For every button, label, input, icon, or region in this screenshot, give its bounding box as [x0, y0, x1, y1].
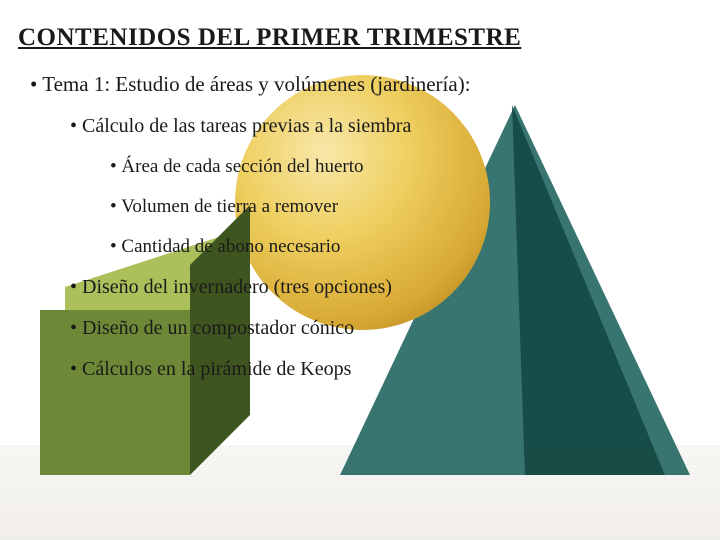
list-item: Diseño de un compostador cónico: [70, 317, 702, 340]
list-item: Volumen de tierra a remover: [110, 196, 702, 218]
list-item: Cálculo de las tareas previas a la siemb…: [70, 115, 702, 138]
slide-content: CONTENIDOS DEL PRIMER TRIMESTRE Tema 1: …: [0, 0, 720, 381]
list-item: Área de cada sección del huerto: [110, 156, 702, 178]
list-item: Cantidad de abono necesario: [110, 236, 702, 258]
list-item: Diseño del invernadero (tres opciones): [70, 276, 702, 299]
list-item: Tema 1: Estudio de áreas y volúmenes (ja…: [30, 72, 702, 97]
list-item: Cálculos en la pirámide de Keops: [70, 358, 702, 381]
tema-prefix: Tema 1:: [42, 72, 115, 96]
slide-heading: CONTENIDOS DEL PRIMER TRIMESTRE: [18, 24, 702, 52]
tema-title: Estudio de áreas y volúmenes (jardinería…: [115, 72, 470, 96]
